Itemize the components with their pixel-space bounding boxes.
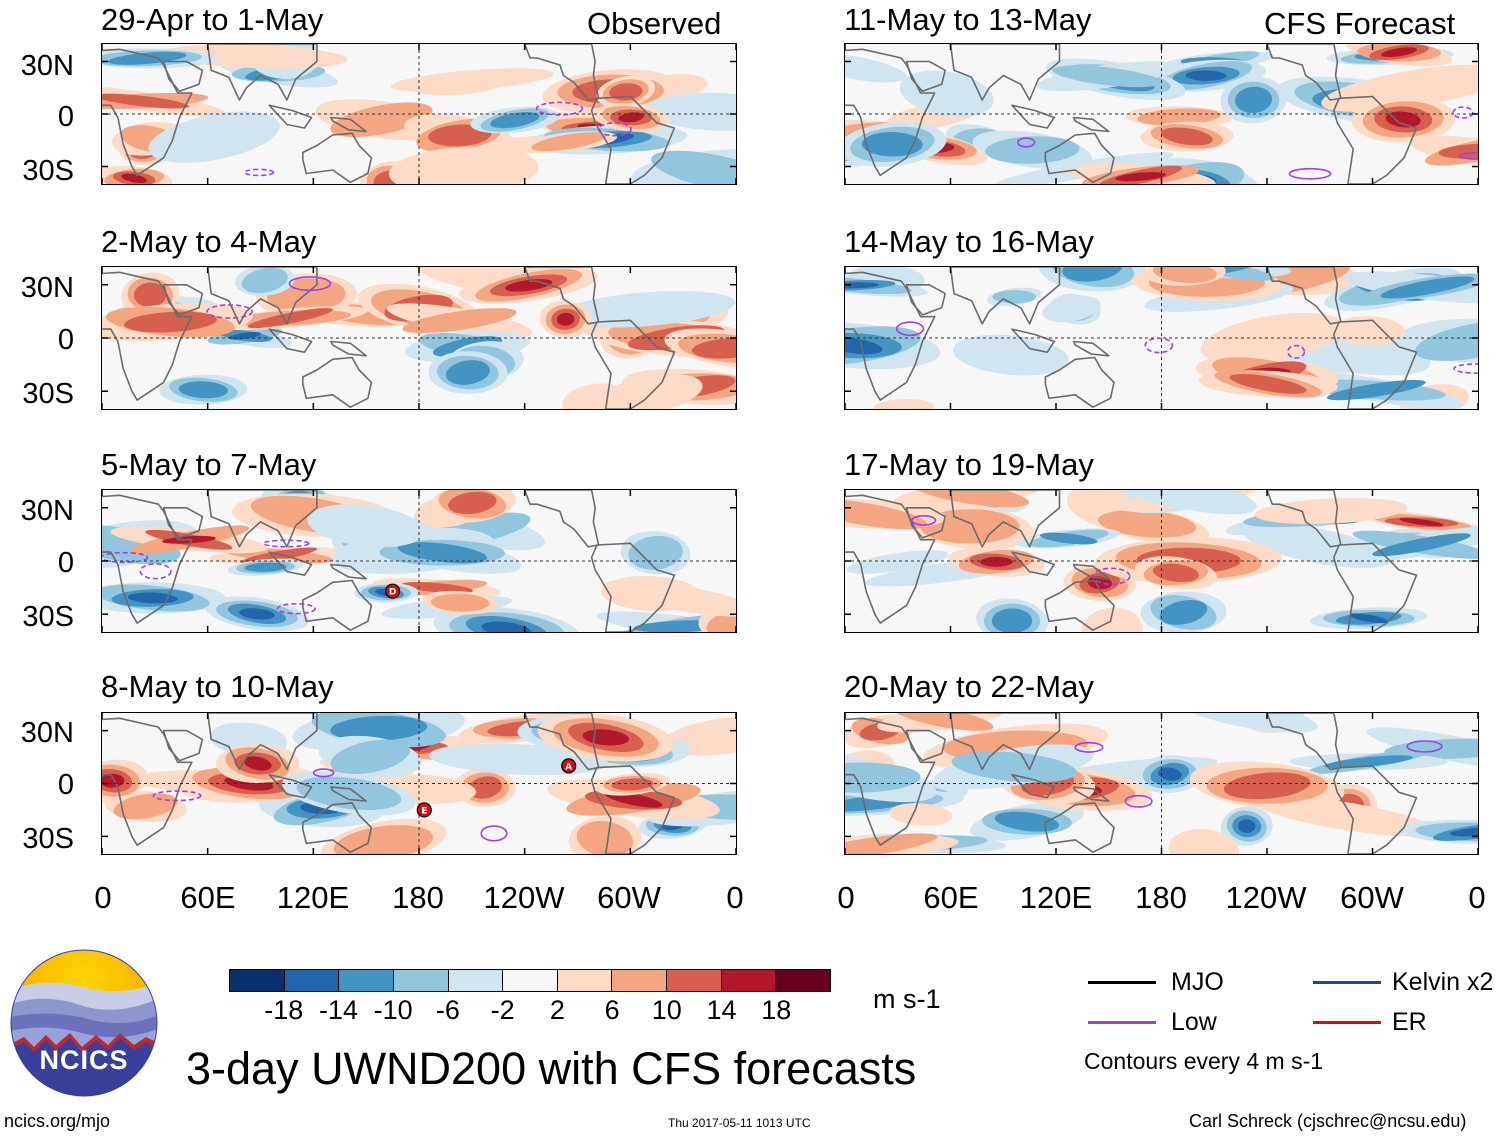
panel-title-8: 20-May to 22-May xyxy=(844,669,1094,704)
lat-label-0: 0 xyxy=(57,101,74,133)
lat-label-0: 0 xyxy=(57,769,74,801)
lat-label-30n: 30N xyxy=(20,495,74,527)
colorbar-label: 14 xyxy=(706,995,737,1025)
lon-label-60e-right: 60E xyxy=(923,880,979,915)
lat-label-30n: 30N xyxy=(20,717,74,749)
lat-label-30s: 30S xyxy=(22,155,74,187)
panel-title-4: 8-May to 10-May xyxy=(101,669,334,704)
colorbar-swatch xyxy=(393,970,449,991)
colorbar-label: -18 xyxy=(264,995,304,1025)
lon-label-60w-left: 60W xyxy=(597,880,661,915)
lat-label-30n: 30N xyxy=(20,50,74,82)
panel-title-7: 17-May to 19-May xyxy=(844,447,1094,482)
panel-title-1: 29-Apr to 1-May xyxy=(101,2,324,37)
main-title: 3-day UWND200 with CFS forecasts xyxy=(186,1043,917,1094)
panel-title-5: 11-May to 13-May xyxy=(844,2,1092,37)
footer-timestamp: Thu 2017-05-11 1013 UTC xyxy=(668,1116,811,1130)
lat-label-30s: 30S xyxy=(22,378,74,410)
lon-label-120w-right: 120W xyxy=(1225,880,1307,915)
lat-label-0: 0 xyxy=(57,547,74,579)
ncics-logo: NCICS xyxy=(10,949,158,1097)
storm-marker xyxy=(416,802,432,818)
colorbar-label: -6 xyxy=(435,995,460,1025)
lon-label-120w-left: 120W xyxy=(483,880,565,915)
legend-line-kelvin xyxy=(1313,981,1381,984)
colorbar-swatch xyxy=(667,970,722,991)
lon-label-0-end-left: 0 xyxy=(726,880,744,915)
legend-label-mjo: MJO xyxy=(1171,968,1224,996)
colorbar-label: 10 xyxy=(651,995,682,1025)
map-panel-5 xyxy=(844,43,1479,185)
colorbar-label: -2 xyxy=(490,995,515,1025)
panel-title-2: 2-May to 4-May xyxy=(101,224,317,259)
colorbar-swatch xyxy=(284,970,340,991)
lon-label-0-end-right: 0 xyxy=(1468,880,1486,915)
colorbar-swatch xyxy=(503,970,558,991)
lon-label-60e-left: 60E xyxy=(180,880,236,915)
cfs-forecast-label: CFS Forecast xyxy=(1264,6,1456,41)
colorbar-label: -14 xyxy=(318,995,358,1025)
colorbar-swatch xyxy=(448,970,504,991)
map-panel-2 xyxy=(101,266,737,410)
lat-label-30s: 30S xyxy=(22,823,74,855)
colorbar-swatch xyxy=(776,970,831,991)
colorbar-swatch xyxy=(230,970,285,991)
storm-marker xyxy=(561,758,577,774)
lon-label-60w-right: 60W xyxy=(1340,880,1404,915)
legend-label-kelvin: Kelvin x2 xyxy=(1392,968,1494,996)
storm-marker xyxy=(384,583,401,599)
lat-label-30s: 30S xyxy=(22,601,74,633)
colorbar-swatch xyxy=(557,970,613,991)
map-panel-8 xyxy=(844,712,1479,855)
observed-label: Observed xyxy=(587,6,722,41)
panel-title-6: 14-May to 16-May xyxy=(844,224,1094,259)
legend-label-low: Low xyxy=(1171,1008,1217,1036)
contour-note: Contours every 4 m s-1 xyxy=(1084,1048,1324,1074)
lon-label-180-left: 180 xyxy=(392,880,444,915)
map-panel-1 xyxy=(101,43,737,185)
map-panel-6 xyxy=(844,266,1479,410)
colorbar-swatch xyxy=(721,970,777,991)
lon-label-0-left: 0 xyxy=(94,880,112,915)
colorbar-label: 18 xyxy=(761,995,792,1025)
storm-marker-letter: D xyxy=(389,588,396,598)
legend-line-er xyxy=(1313,1021,1381,1024)
colorbar-label: 2 xyxy=(549,995,565,1025)
lon-label-0-right: 0 xyxy=(837,880,855,915)
colorbar xyxy=(229,969,831,992)
lon-label-120e-right: 120E xyxy=(1019,880,1093,915)
footer-url[interactable]: ncics.org/mjo xyxy=(4,1111,111,1131)
colorbar-swatch xyxy=(339,970,394,991)
logo-text: NCICS xyxy=(39,1045,129,1075)
lat-label-30n: 30N xyxy=(20,272,74,304)
lat-label-0: 0 xyxy=(57,324,74,356)
legend-label-er: ER xyxy=(1392,1008,1427,1036)
legend-line-low xyxy=(1088,1021,1156,1024)
colorbar-label: -10 xyxy=(373,995,413,1025)
colorbar-units: m s-1 xyxy=(873,984,941,1014)
storm-marker-letter: E xyxy=(421,806,427,816)
colorbar-label: 6 xyxy=(604,995,620,1025)
storm-marker-letter: A xyxy=(565,762,572,772)
map-panel-7 xyxy=(844,489,1479,633)
panel-title-3: 5-May to 7-May xyxy=(101,447,317,482)
legend-line-mjo xyxy=(1088,981,1156,984)
map-panel-3: D xyxy=(101,489,737,633)
lon-label-120e-left: 120E xyxy=(276,880,350,915)
footer-credit: Carl Schreck (cjschrec@ncsu.edu) xyxy=(1189,1111,1467,1131)
colorbar-swatch xyxy=(612,970,668,991)
lon-label-180-right: 180 xyxy=(1135,880,1187,915)
